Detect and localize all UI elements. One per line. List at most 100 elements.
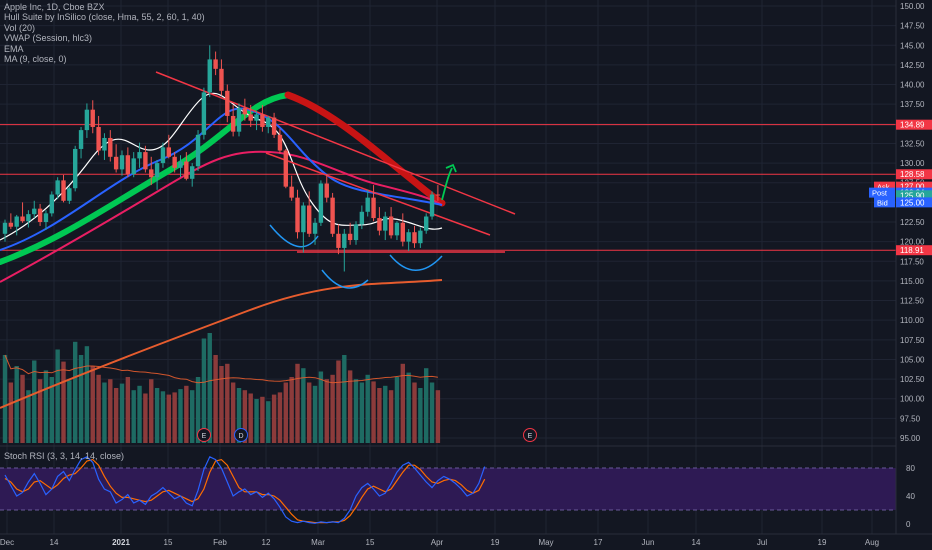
candle-body xyxy=(125,155,131,175)
price-axis-tick: 95.00 xyxy=(900,434,921,443)
price-axis-tick: 107.50 xyxy=(900,336,925,345)
candle-body xyxy=(429,194,435,217)
price-axis-tick: 97.50 xyxy=(900,414,921,423)
candle-body xyxy=(424,216,429,231)
volume-bar xyxy=(184,385,189,443)
event-marker-label: E xyxy=(202,433,207,440)
volume-bar xyxy=(400,363,405,443)
candle-body xyxy=(195,134,201,167)
volume-bar xyxy=(336,360,341,443)
time-axis-label: May xyxy=(538,538,553,547)
legend-vol: Vol (20) xyxy=(4,22,36,33)
rsi-legend: Stoch RSI (3, 3, 14, 14, close) xyxy=(4,451,125,461)
volume-bar xyxy=(84,346,90,443)
event-marker xyxy=(197,428,211,442)
volume-bar xyxy=(213,355,218,443)
candle-body xyxy=(330,197,335,234)
price-tag-text: Bid xyxy=(877,198,888,207)
chart-legend: Apple Inc, 1D, Cboe BZX Hull Suite by In… xyxy=(4,2,205,64)
hull-band-down xyxy=(284,91,446,207)
price-axis-tick: 102.50 xyxy=(900,375,925,384)
left-shoulder-arc xyxy=(269,224,319,248)
candle-body xyxy=(143,152,148,170)
candle-body xyxy=(8,222,14,227)
legend-symbol: Apple Inc, 1D, Cboe BZX xyxy=(4,2,105,12)
volume-bar xyxy=(424,368,429,443)
volume-bar xyxy=(37,379,43,443)
volume-bar xyxy=(318,371,324,443)
price-axis-tick: 115.00 xyxy=(900,277,924,286)
candle-body xyxy=(283,150,288,187)
price-tag-box xyxy=(874,181,895,192)
time-axis-label: 14 xyxy=(692,538,701,547)
price-axis-tick: 105.00 xyxy=(900,355,925,364)
candle-body xyxy=(307,205,312,234)
time-axis-label: 12 xyxy=(262,538,271,547)
volume-bar xyxy=(266,401,271,443)
volume-bar xyxy=(406,372,411,443)
price-tag-box xyxy=(874,197,895,208)
volume-bar xyxy=(73,341,78,443)
price-axis-tick: 112.50 xyxy=(900,297,924,306)
candle-body xyxy=(412,232,417,244)
candle-body xyxy=(318,183,324,223)
ema-slow-line xyxy=(0,150,443,283)
candle-body xyxy=(119,155,125,170)
price-label-box xyxy=(896,181,932,192)
volume-bar xyxy=(394,377,400,443)
volume-bar xyxy=(172,392,177,443)
candle-body xyxy=(137,152,142,159)
rsi-axis-tick: 80 xyxy=(906,464,915,473)
candle-body xyxy=(160,147,166,164)
event-marker-label: E xyxy=(528,433,533,440)
price-axis-tick: 132.50 xyxy=(900,139,925,148)
volume-bar xyxy=(429,382,435,443)
price-label-text: 134.89 xyxy=(900,121,925,130)
volume-bar xyxy=(254,399,259,443)
candle-body xyxy=(43,213,49,222)
time-axis-label: 14 xyxy=(50,538,59,547)
right-shoulder-arc xyxy=(389,254,443,271)
candle-body xyxy=(230,115,236,132)
candle-body xyxy=(84,109,90,131)
volume-bar xyxy=(55,349,60,443)
time-axis-label: Apr xyxy=(431,538,444,547)
volume-bar xyxy=(131,390,136,443)
volume-bar xyxy=(330,374,335,443)
volume-bar xyxy=(388,390,394,443)
candle-body xyxy=(190,166,195,179)
time-axis-label: 17 xyxy=(594,538,603,547)
volume-bar xyxy=(230,382,236,443)
volume-bar xyxy=(102,382,107,443)
volume-bar xyxy=(347,370,353,443)
volume-bar xyxy=(289,377,294,443)
trendline-lower xyxy=(265,152,491,236)
candle-body xyxy=(20,216,25,222)
volume-bar xyxy=(371,381,376,443)
long-ma-line xyxy=(0,279,443,409)
candle-body xyxy=(113,156,119,170)
price-axis-tick: 147.50 xyxy=(900,22,925,31)
candle-body xyxy=(207,59,212,93)
candle-body xyxy=(55,180,60,195)
volume-bar xyxy=(225,363,230,443)
price-axis-tick: 120.00 xyxy=(900,238,925,247)
price-label-text: 127.00 xyxy=(900,183,925,192)
breakout-arrow-line xyxy=(441,167,453,201)
volume-bar xyxy=(283,382,288,443)
candle-body xyxy=(353,224,359,241)
price-label-box xyxy=(896,190,932,201)
candle-body xyxy=(289,186,294,198)
time-axis-label: 2021 xyxy=(112,538,130,547)
candle-body xyxy=(347,233,353,241)
event-marker xyxy=(523,428,537,442)
volume-bar xyxy=(271,394,277,443)
volume-bar xyxy=(113,388,119,443)
candle-body xyxy=(266,117,271,127)
volume-bar xyxy=(90,366,95,443)
volume-bar xyxy=(108,379,113,443)
volume-bar xyxy=(125,377,131,443)
candle-body xyxy=(406,232,411,242)
candle-body xyxy=(359,211,365,225)
